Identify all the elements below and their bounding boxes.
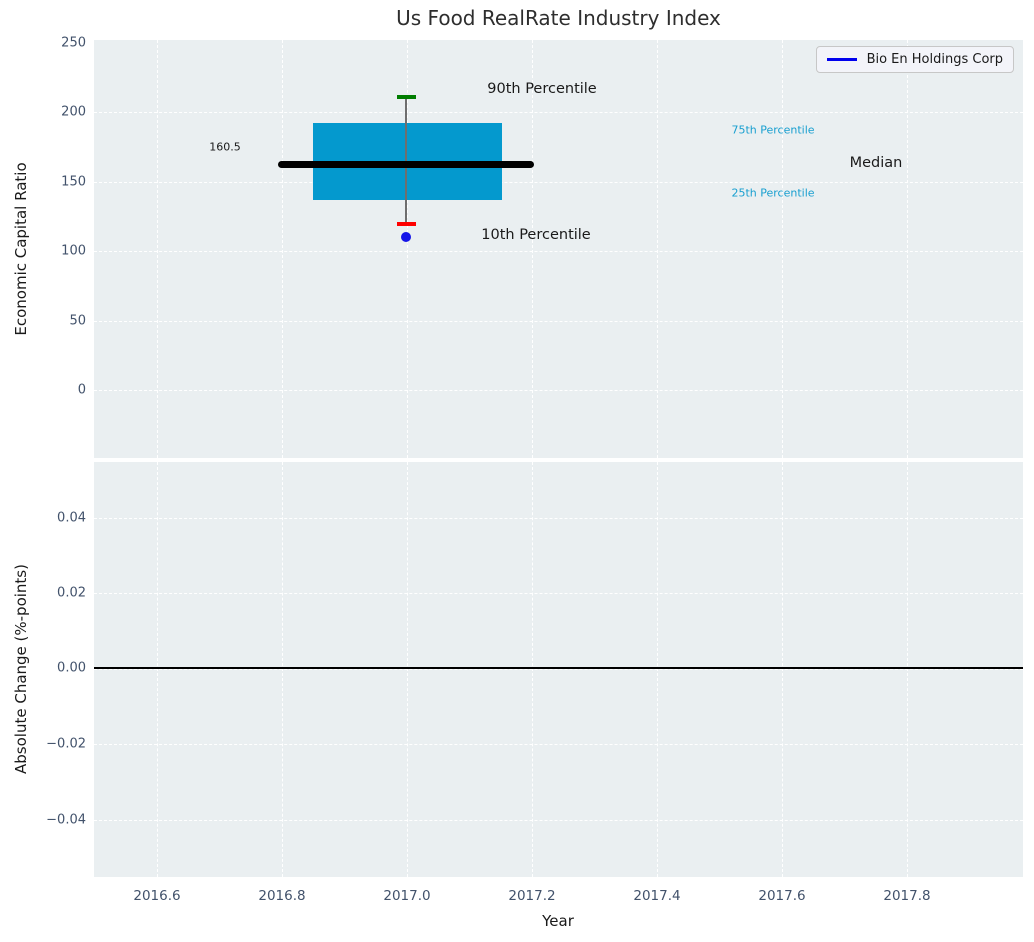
p90-cap [397,95,416,99]
p10-cap [397,222,416,226]
ytick-0: 0 [77,382,86,398]
gridline [94,251,1023,252]
xtick-2017.8: 2017.8 [883,888,931,904]
chart-title: Us Food RealRate Industry Index [396,6,721,30]
gridline [907,40,908,458]
p25-annotation: 25th Percentile [731,186,815,200]
gridline [94,182,1023,183]
median-annotation: Median [849,155,903,171]
median-line [278,161,534,168]
p75-annotation: 75th Percentile [731,123,815,137]
legend-line-icon [826,58,857,61]
top-y-axis-label: Economic Capital Ratio [12,162,30,336]
xtick-2017.6: 2017.6 [758,888,806,904]
ytick--0.02: −0.02 [46,736,86,752]
legend-label: Bio En Holdings Corp [866,52,1003,67]
whisker-line [405,97,407,224]
ytick-200: 200 [61,104,86,120]
legend: Bio En Holdings Corp [815,46,1014,73]
gridline [532,40,533,458]
ytick-0.00: 0.00 [57,660,86,676]
gridline [94,593,1023,594]
gridline [407,40,408,458]
company-value-dot [401,232,411,242]
ytick-0.02: 0.02 [57,585,86,601]
gridline [94,321,1023,322]
gridline [94,669,1023,670]
gridline [282,40,283,458]
xtick-2017.2: 2017.2 [508,888,556,904]
gridline [94,112,1023,113]
gridline [94,820,1023,821]
ytick-150: 150 [61,174,86,190]
top-axes: 90th Percentile 75th Percentile Median 2… [94,40,1023,458]
ytick-50: 50 [69,313,86,329]
gridline [94,518,1023,519]
ytick-100: 100 [61,243,86,259]
median-value-label: 160.5 [209,140,241,154]
ytick-0.04: 0.04 [57,510,86,526]
gridline [94,390,1023,391]
bottom-axes [94,462,1023,877]
gridline [157,40,158,458]
x-axis-label: Year [542,912,574,930]
gridline [94,744,1023,745]
zero-change-line [94,667,1023,669]
xtick-2017.4: 2017.4 [633,888,681,904]
ytick--0.04: −0.04 [46,812,86,828]
xtick-2016.8: 2016.8 [258,888,306,904]
gridline [657,40,658,458]
p10-annotation: 10th Percentile [481,227,591,243]
gridline [782,40,783,458]
xtick-2016.6: 2016.6 [133,888,181,904]
xtick-2017.0: 2017.0 [383,888,431,904]
p90-annotation: 90th Percentile [487,81,597,97]
bottom-y-axis-label: Absolute Change (%-points) [12,564,30,774]
ytick-250: 250 [61,35,86,51]
